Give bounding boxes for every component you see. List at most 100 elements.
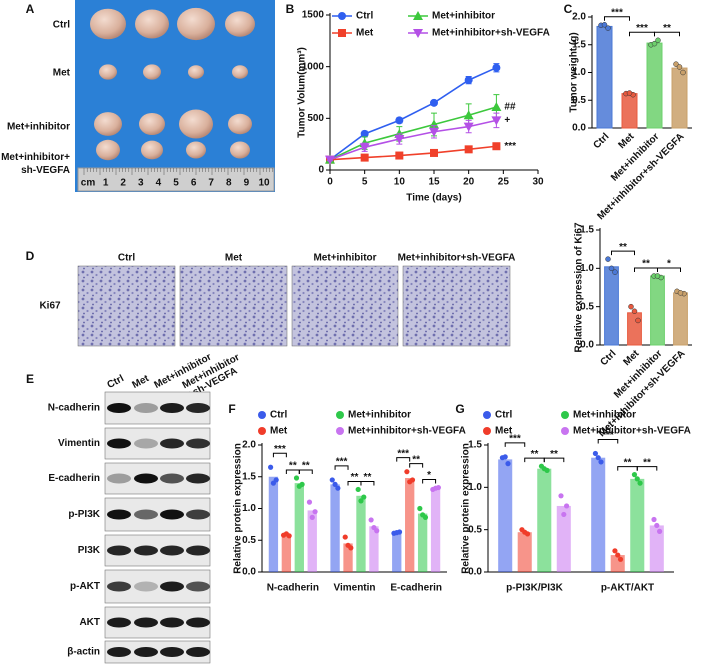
legend-marker xyxy=(336,411,344,419)
data-point xyxy=(626,90,633,96)
legend-marker xyxy=(561,411,569,419)
significance-label: ** xyxy=(663,23,671,34)
bar xyxy=(405,478,415,572)
ruler-label: 2 xyxy=(120,178,126,189)
data-point xyxy=(345,542,351,548)
data-point xyxy=(598,459,604,465)
panel-label: G xyxy=(455,402,464,416)
data-point xyxy=(558,493,564,499)
ihc-image xyxy=(179,265,288,347)
data-point xyxy=(371,524,377,531)
significance-bracket xyxy=(636,466,658,471)
data-point xyxy=(563,503,570,509)
y-tick-label: 1.0 xyxy=(242,503,256,514)
group-label: Met+inhibitor xyxy=(7,122,70,133)
significance-label: *** xyxy=(504,141,516,152)
data-point xyxy=(651,40,658,47)
blot-band xyxy=(134,581,158,592)
marker xyxy=(463,110,474,120)
significance-bracket xyxy=(272,452,287,458)
legend-marker xyxy=(258,427,266,435)
marker xyxy=(492,63,501,72)
significance-label: + xyxy=(504,115,510,126)
legend-marker xyxy=(413,11,423,20)
legend-marker xyxy=(338,29,346,37)
blot-band xyxy=(107,647,131,657)
blot-band xyxy=(186,509,210,520)
tumor xyxy=(228,113,252,135)
ihc-header: Met+inhibitor+sh-VEGFA xyxy=(398,253,516,264)
bar xyxy=(392,532,402,572)
blot-band xyxy=(134,473,158,484)
data-point xyxy=(268,464,274,470)
data-point xyxy=(561,511,567,518)
bar xyxy=(430,488,441,572)
significance-label: ** xyxy=(531,449,539,460)
ihc-header: Ctrl xyxy=(118,253,135,264)
y-axis-label: Relative protein expression xyxy=(461,443,472,574)
significance-bracket xyxy=(543,457,565,463)
blot-band xyxy=(134,509,158,520)
panel-label: E xyxy=(26,372,34,386)
marker xyxy=(491,116,502,126)
significance-bracket xyxy=(504,442,526,447)
data-point xyxy=(505,461,511,467)
bar xyxy=(330,484,340,572)
marker xyxy=(395,116,404,125)
legend-label: Ctrl xyxy=(270,410,287,421)
significance-bracket xyxy=(409,463,424,468)
protein-label: p-AKT xyxy=(70,581,100,592)
ruler-label: cm xyxy=(81,178,96,189)
blot-band xyxy=(107,473,131,484)
data-point xyxy=(270,480,277,486)
bar xyxy=(281,535,292,572)
significance-label: ** xyxy=(642,259,650,270)
panel-label: C xyxy=(564,2,573,16)
bar xyxy=(673,292,688,346)
tumor xyxy=(230,141,250,159)
y-tick-label: 0.5 xyxy=(580,301,594,312)
x-axis-label: Time (days) xyxy=(406,193,461,204)
ruler-label: 6 xyxy=(191,178,197,189)
data-point xyxy=(407,479,413,485)
data-point xyxy=(651,516,657,523)
significance-label: ** xyxy=(302,461,310,472)
x-tick-label: N-cadherin xyxy=(267,583,319,594)
significance-label: ** xyxy=(289,461,297,472)
x-tick-label: p-AKT/AKT xyxy=(601,583,654,594)
legend-marker xyxy=(336,427,344,435)
y-tick-label: 2.0 xyxy=(242,440,256,451)
ruler-label: 10 xyxy=(258,178,270,189)
data-point xyxy=(309,514,315,520)
protein-label: N-cadherin xyxy=(48,403,100,414)
data-point xyxy=(361,494,367,500)
marker xyxy=(395,151,404,160)
x-tick-label: p-PI3K/PI3K xyxy=(506,583,563,594)
marker xyxy=(464,76,473,85)
significance-label: ## xyxy=(504,102,516,113)
bar xyxy=(268,476,279,572)
y-tick-label: 1.5 xyxy=(580,225,594,236)
blot-band xyxy=(107,617,131,628)
tumor xyxy=(179,109,213,139)
blot-band xyxy=(186,438,210,449)
tumor xyxy=(177,7,215,41)
y-tick-label: 1.5 xyxy=(242,471,256,482)
tumor xyxy=(141,140,163,160)
data-point xyxy=(306,499,313,505)
significance-label: * xyxy=(667,259,671,270)
significance-label: *** xyxy=(274,444,286,455)
ruler-label: 1 xyxy=(103,178,109,189)
y-tick-label: 0.0 xyxy=(242,567,256,578)
data-point xyxy=(335,485,341,491)
blot-band xyxy=(186,473,210,484)
legend-label: Met+inhibitor+sh-VEGFA xyxy=(573,426,691,437)
legend-label: Met+inhibitor xyxy=(348,410,411,421)
data-point xyxy=(655,37,661,44)
significance-bracket xyxy=(597,438,619,444)
protein-label: E-cadherin xyxy=(48,473,100,484)
bar xyxy=(630,478,645,572)
blot-group-label: Met xyxy=(130,373,151,391)
tumor xyxy=(232,65,248,79)
